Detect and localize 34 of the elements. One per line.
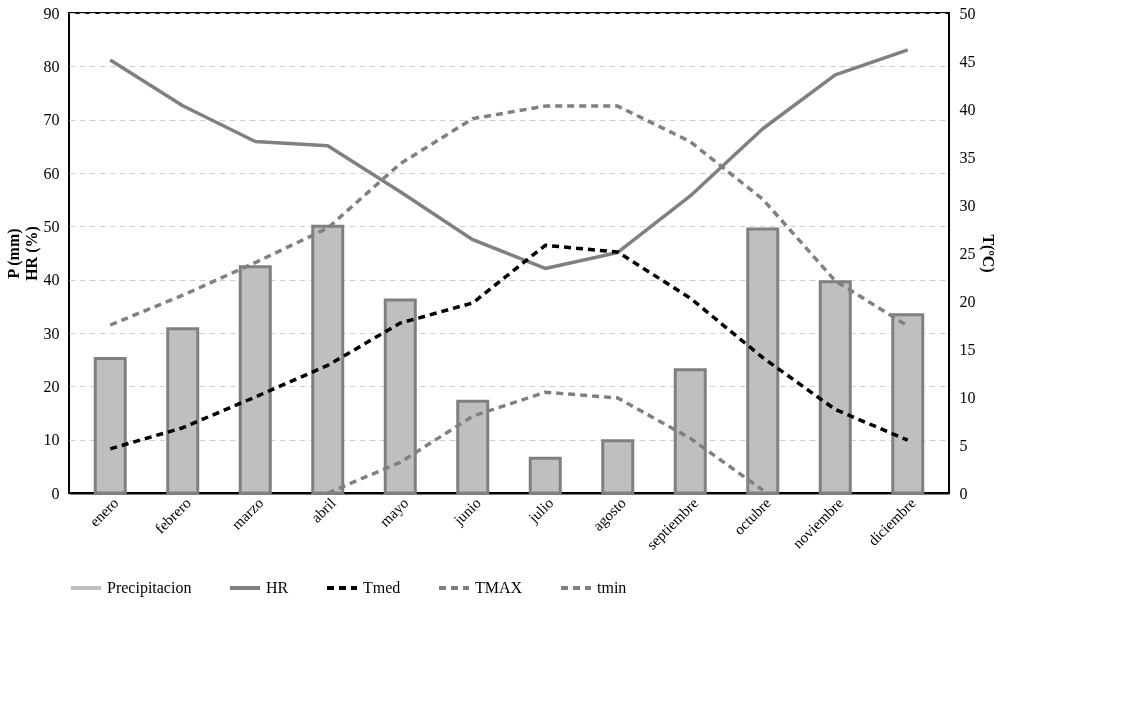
y2-tick-label: 35 [959,148,976,166]
y2-tick-label: 20 [959,292,976,310]
bar [166,327,200,495]
y2-tick-label: 10 [959,388,976,406]
y-tick-label: 10 [43,431,60,449]
y2-tick-label: 0 [959,484,968,502]
y2-tick-label: 40 [959,100,976,118]
y-tick-label: 60 [43,164,60,182]
legend-label: TMAX [475,579,523,596]
bar [93,357,127,495]
y-tick-label: 30 [43,324,60,342]
legend-label: Precipitacion [107,579,192,597]
y2-tick-label: 15 [959,340,976,358]
y2-tick-label: 25 [959,244,976,262]
y2-tick-label: 30 [959,196,976,214]
y2-tick-label: 50 [959,4,976,22]
bar [528,456,562,495]
y2-tick-label: 5 [959,436,968,454]
x-tick-label: abril [308,494,339,526]
y2-axis-title: T(ºC) [978,234,997,273]
bar [601,439,635,495]
y-tick-label: 40 [43,271,60,289]
line-series [108,243,910,451]
y-tick-label: 80 [43,57,60,75]
y-axis-title: P (mm) HR (%) [4,226,41,281]
y-tick-label: 90 [43,4,60,22]
y-tick-label: 70 [43,111,60,129]
legend-label: Tmed [363,579,401,596]
y-tick-label: 50 [43,217,60,235]
legend-label: tmin [597,579,627,596]
y-tick-label: 0 [51,484,60,502]
legend-label: HR [266,579,289,596]
y2-tick-label: 45 [959,52,976,70]
y-tick-label: 20 [43,377,60,395]
